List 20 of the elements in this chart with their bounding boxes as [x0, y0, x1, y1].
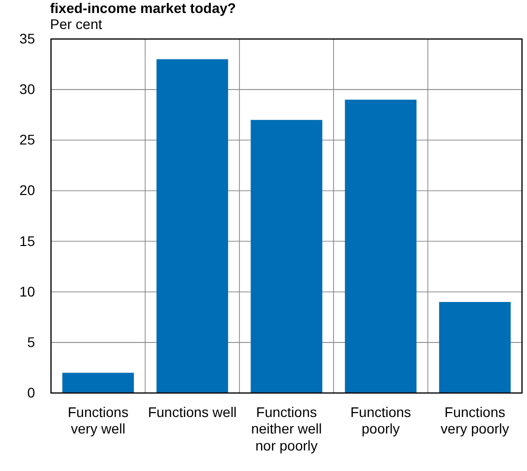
y-tick-label: 25: [19, 132, 36, 148]
y-tick-label: 30: [19, 81, 36, 98]
x-tick-label: Functions poorly: [350, 404, 412, 437]
bar: [250, 120, 322, 393]
y-tick-label: 0: [27, 384, 36, 400]
x-tick-label: Functions well: [148, 404, 237, 420]
bar: [439, 302, 511, 393]
bar: [344, 100, 416, 393]
y-tick-label: 15: [19, 232, 36, 249]
y-tick-label: 10: [19, 283, 36, 300]
bar: [156, 59, 228, 393]
x-tick-label: Functions neither well nor poorly: [251, 404, 322, 454]
y-tick-label: 35: [19, 30, 36, 46]
y-axis-title: Per cent: [50, 16, 102, 32]
chart-title: fixed-income market today?: [50, 0, 236, 16]
x-tick-label: Functions very well: [68, 404, 128, 437]
x-tick-label: Functions very poorly: [440, 404, 510, 437]
bar: [62, 372, 134, 393]
y-tick-label: 5: [27, 334, 36, 350]
y-tick-label: 20: [19, 182, 36, 198]
